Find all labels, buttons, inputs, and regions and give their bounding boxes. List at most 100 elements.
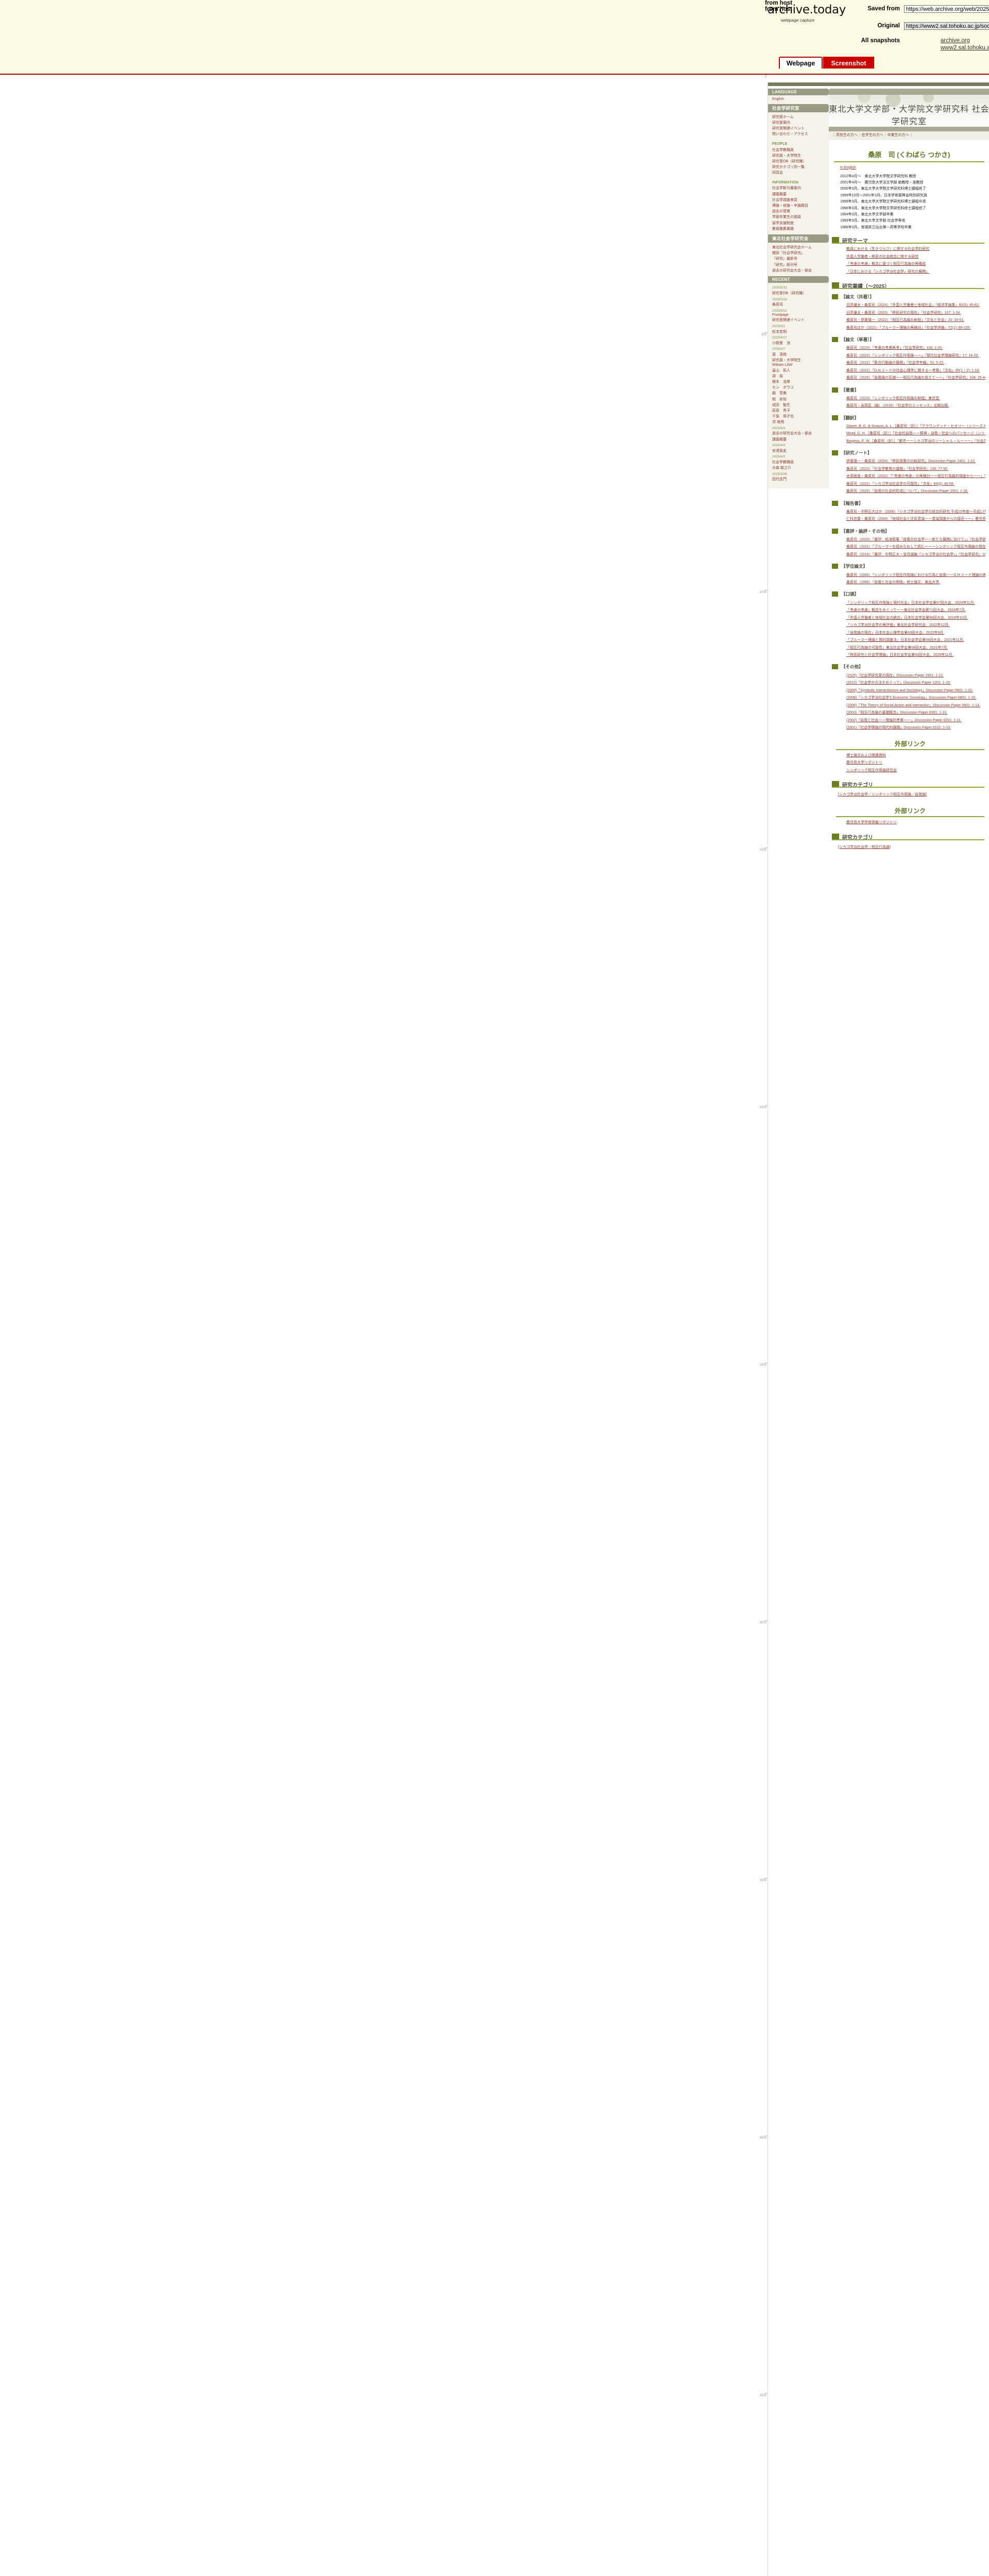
sidebar-recent-link[interactable]: 成田 魁生	[772, 403, 790, 407]
sidebar-item-社会学調査実[interactable]: 社会学調査実習	[772, 198, 797, 202]
list-item[interactable]: 「自我論の現在」日本社会心理学会第63回大会、2022年9月.	[846, 629, 985, 637]
sidebar-recent-link[interactable]: 根本 浩希	[772, 380, 790, 384]
sidebar-recent-link[interactable]: 趙 雪美	[772, 392, 787, 396]
sidebar-item-社会学新刊書[interactable]: 社会学新刊書案内	[772, 187, 801, 191]
sidebar-recent-link[interactable]: セン ボウユ	[772, 386, 794, 390]
sidebar-recent-link[interactable]: 研究員・大学院生	[772, 359, 801, 363]
sidebar-recent-link[interactable]: 田代志門	[772, 478, 787, 482]
list-item[interactable]: 仁科信春・桑原司（2004）『地域社会と住民意識ーー意識調査からの接近ーー』鹿児…	[846, 516, 985, 523]
list-item[interactable]: (2001)「社会学理論の現代的課題」Discussion Paper 0101…	[846, 724, 985, 732]
tab-webpage[interactable]: Webpage	[779, 57, 823, 69]
list-item[interactable]: (2009)「Symbolic Interactionism and Socio…	[846, 687, 985, 695]
list-item[interactable]: 日高優太・桑原司（2024）「外国人労働者と地域社会」『経済学論集』82(3):…	[846, 302, 985, 310]
breadcrumb-link[interactable]: 高校生の方へ	[835, 133, 858, 137]
tab-screenshot[interactable]: Screenshot	[823, 57, 874, 69]
host-link-tohoku[interactable]: www2.sal.tohoku.ac.jp	[941, 45, 989, 51]
external-link-item[interactable]: 鹿児島大学学術情報リポジトリ	[846, 819, 985, 827]
sidebar-recent-link[interactable]: 研究室OB（研究職）	[772, 291, 807, 295]
research-category-line-1[interactable]: [シカゴ学派社会学／シンボリック相互作用論／自我論]	[838, 793, 927, 797]
sidebar-recent-link[interactable]: 松本宏明	[772, 330, 787, 334]
list-item[interactable]: 伊藤慎一・桑原司（2024）「移民政策の比較研究」Discussion Pape…	[846, 458, 985, 466]
list-item[interactable]: 外国人労働者・移民の社会統合に関する研究	[846, 253, 985, 261]
list-item[interactable]: (2006)「The Theory of Social Action and I…	[846, 702, 985, 710]
sidebar-item-『研究』既刊[interactable]: 『研究』既刊号	[772, 263, 797, 267]
sidebar-recent-link[interactable]: 劉 安怡	[772, 397, 787, 401]
list-item[interactable]: Mead, G. H.［桑原司（訳）］「社会的自我ーー精神・自我・社会へのパッセ…	[846, 430, 985, 438]
breadcrumb[interactable]: | 高校生の方へ | 在学生の方へ | 卒業生の方へ |	[829, 131, 989, 140]
sidebar-item-問い合わせ・[interactable]: 問い合わせ・アクセス	[772, 132, 808, 137]
sidebar-recent-link[interactable]: Frontpage	[772, 313, 789, 317]
list-item[interactable]: Glaser, B. G. & Strauss, A. L.［桑原司（訳）］「グ…	[846, 423, 985, 431]
list-item[interactable]: 桑原司（2023）「社会学教育の課題」『社会学研究』106: 77-90.	[846, 466, 985, 473]
list-item[interactable]: 桑原司（2020）「自我の社会的形成について」Discussion Paper …	[846, 488, 985, 496]
list-item[interactable]: 桑原司（2021）「ブルーマーを読みなおして読むーーーシンボリック相互作用論の現…	[846, 544, 985, 551]
list-item[interactable]: 桑原司・伊藤慎一（2022）「相互行為論の射程」『文化と社会』20: 33-51…	[846, 317, 985, 325]
sidebar-recent-link[interactable]: 洪 逸飛	[772, 420, 784, 425]
sidebar-recent-link[interactable]: 大森 駿之介	[772, 466, 791, 470]
list-item[interactable]: 「日本における「シカゴ学派社会学」研究の展開」	[846, 268, 985, 276]
sidebar-item-社会学教職員[interactable]: 社会学教職員	[772, 148, 794, 152]
list-item[interactable]: 「シカゴ学派社会学の再評価」東北社会学研究会、2022年12月.	[846, 622, 985, 630]
sidebar-item-東北社会学研[interactable]: 東北社会学研究会ホーム	[772, 245, 812, 249]
sidebar-recent-link[interactable]: 胡 裕	[772, 374, 783, 378]
sidebar-recent-link[interactable]: 裴 清婉	[772, 353, 787, 357]
research-category-line-2[interactable]: [シカゴ学派社会学／相互行為論]	[838, 845, 891, 849]
list-item[interactable]: 日高優太・桑原司（2023）「移民研究の現在」『社会学研究』107: 1-24.	[846, 309, 985, 317]
list-item[interactable]: 桑原司・中野正大ほか（2006）『シカゴ学派社会学の総合的研究 平成15年度〜平…	[846, 509, 985, 516]
list-item[interactable]: 桑原司（2023）『シンボリック相互作用論の射程』東信堂.	[846, 395, 985, 403]
list-item[interactable]: Burgess, E. W.［桑原司（訳）］「都市ーーシカゴ学派のソーシャル・ル…	[846, 438, 985, 446]
list-item[interactable]: 桑原司（2020）「自我論の系譜ーー相互行為論を超えてーー」『社会学研究』104…	[846, 375, 985, 382]
list-item[interactable]: (2002)「自我と社会ーー理論的考察ーー」Discussion Paper 0…	[846, 717, 985, 725]
list-item[interactable]: 桑原司（1996）『自我と社会の関係』修士論文、東北大学.	[846, 579, 985, 587]
sidebar-item-講義概要[interactable]: 講義概要	[772, 192, 787, 196]
list-item[interactable]: 「考慮の考慮」概念に基づく相互行為論の再構成	[846, 261, 985, 268]
sidebar-item-博論・修論・[interactable]: 博論・修論・卒論題目	[772, 204, 808, 208]
saved-from-url-field[interactable]: https://web.archive.org/web/2025	[904, 5, 989, 13]
external-link-item[interactable]: シンボリック相互作用論研究会	[846, 767, 985, 775]
breadcrumb-link[interactable]: 卒業生の方へ	[887, 133, 909, 137]
sidebar-item-同窓会[interactable]: 同窓会	[772, 171, 783, 175]
list-item[interactable]: (2003)「相互行為論の基礎概念」Discussion Paper 0301:…	[846, 709, 985, 717]
sidebar-item-過去の研究会[interactable]: 過去の研究会大会・部会	[772, 268, 812, 273]
host-link-archive-org[interactable]: archive.org	[941, 38, 970, 44]
list-item[interactable]: 桑原司（2023）「シンボリック相互作用論ーー」『現代社会学理論研究』17: 1…	[846, 352, 985, 360]
sidebar-recent-link[interactable]: 小野里 涼	[772, 341, 790, 345]
sidebar-item-研究カテゴリ[interactable]: 研究カテゴリ別一覧	[772, 165, 805, 170]
sidebar-item-学部卒業生の[interactable]: 学部卒業生の進路	[772, 215, 801, 219]
sidebar-recent-link[interactable]: 社会学教職員	[772, 461, 794, 465]
list-item[interactable]: 「外国人労働者と地域社会の統合」日本社会学会第96回大会、2023年10月.	[846, 614, 985, 622]
sidebar-item-研究室案内[interactable]: 研究室案内	[772, 121, 790, 125]
list-item[interactable]: 「相互行為論の可能性」東北社会学会第68回大会、2021年7月.	[846, 644, 985, 652]
list-item[interactable]: 桑原司（2021）「G.H.ミードの社会心理学に関する一考察」『文化』85(1・…	[846, 367, 985, 375]
list-item[interactable]: 桑原司ほか（2021）「ブルーマー理論の再検討」『社会学評論』72(1): 88…	[846, 324, 985, 332]
list-item[interactable]: 木原綾香・桑原司（2022）「『考慮の考慮』の再検討ーー相互行為論的視座からーー…	[846, 473, 985, 481]
sidebar-item-研究室ホーム[interactable]: 研究室ホーム	[772, 115, 794, 119]
external-link-item[interactable]: 博士論文および関連資料	[846, 752, 985, 760]
list-item[interactable]: 桑原司・吉岡至（編）（2019）『社会学のエッセンス』北樹出版.	[846, 402, 985, 410]
sidebar-item-研究室関連イ[interactable]: 研究室関連イベント	[772, 127, 805, 131]
sidebar-item-研究員・大学[interactable]: 研究員・大学院生	[772, 154, 801, 158]
sidebar-item-研究室OB（[interactable]: 研究室OB（研究職）	[772, 159, 807, 163]
list-item[interactable]: (2012)「社会学の方法をめぐって」Discussion Paper 1201…	[846, 680, 985, 687]
original-url-field[interactable]: https://www2.sal.tohoku.ac.jp/sociology	[904, 22, 989, 30]
sidebar-item-留学支援制度[interactable]: 留学支援制度	[772, 221, 794, 225]
list-item[interactable]: 桑原司（2022）「集合行動論の展開」『社会学年報』51: 5-22.	[846, 360, 985, 367]
sidebar-recent-link[interactable]: 講義概要	[772, 437, 787, 442]
sidebar-recent-link[interactable]: 荻原 秀子	[772, 409, 790, 413]
list-item[interactable]: 桑原司（2023）「書評：船津衛著『自我の社会学ーー新たな展開に向けて』」『社会…	[846, 536, 985, 544]
sidebar-recent-link[interactable]: 桑原司	[772, 303, 783, 307]
list-item[interactable]: 桑原司（2000）『シンボリック相互作用論における行為と自我ーーG.H.ミード理…	[846, 571, 985, 579]
sidebar-recent-link[interactable]: 過去の研究会大会・部会	[772, 432, 812, 436]
in-english-link[interactable]: In English	[840, 165, 856, 170]
list-item[interactable]: (2008)「シカゴ学派社会学とEconomic Sociology」Discu…	[846, 694, 985, 702]
sidebar-recent-link[interactable]: 安達智史	[772, 449, 787, 453]
sidebar-recent-link[interactable]: 千葉 偉才也	[772, 415, 794, 419]
sidebar-recent-link[interactable]: 畠山 拓人	[772, 368, 790, 372]
list-item[interactable]: 桑原司（2024）「考慮の考慮再考」『社会学研究』108: 1-20.	[846, 345, 985, 352]
list-item[interactable]: 「移民研究と社会学理論」日本社会学会第93回大会、2020年11月.	[846, 652, 985, 659]
breadcrumb-link[interactable]: 在学生の方へ	[861, 133, 883, 137]
list-item[interactable]: 教員における〈生きづらさ〉に関する社会学的研究	[846, 246, 985, 253]
external-link-item[interactable]: 鹿児島大学リポジトリ	[846, 759, 985, 767]
sidebar-recent-link[interactable]: William LAW	[772, 363, 793, 367]
list-item[interactable]: 桑原司（2021）「シカゴ学派社会学の可能性」『文化』84(3): 40-58.	[846, 481, 985, 488]
